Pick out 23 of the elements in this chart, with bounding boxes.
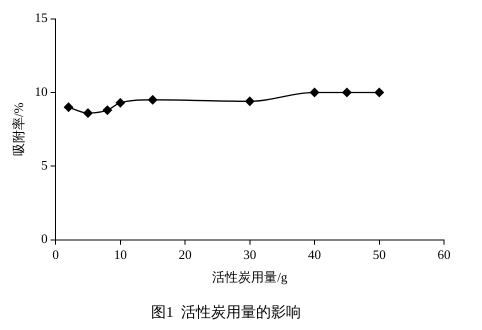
point	[64, 102, 74, 112]
y-tick-label: 0	[41, 231, 48, 246]
x-tick-label: 60	[438, 247, 450, 262]
x-tick-label: 0	[52, 247, 59, 262]
x-axis-title: 活性炭用量/g	[212, 270, 288, 285]
x-tick-label: 40	[308, 247, 322, 262]
y-tick-label: 5	[41, 158, 48, 173]
point	[83, 108, 93, 118]
y-axis-title: 吸附率/%	[11, 102, 26, 156]
x-tick-label: 50	[372, 247, 386, 262]
point	[310, 88, 320, 98]
x-tick-label: 30	[243, 247, 256, 262]
point	[245, 96, 254, 106]
text: 图1 活性炭用量的影响	[151, 304, 301, 321]
point	[102, 105, 112, 115]
x-tick-label: 10	[114, 247, 127, 262]
y-tick-label: 15	[34, 10, 48, 26]
point	[374, 88, 384, 98]
y-tick-label: 10	[34, 84, 48, 99]
point	[116, 98, 125, 108]
point	[148, 95, 158, 104]
x-tick-label: 20	[178, 247, 192, 262]
point	[342, 88, 352, 98]
